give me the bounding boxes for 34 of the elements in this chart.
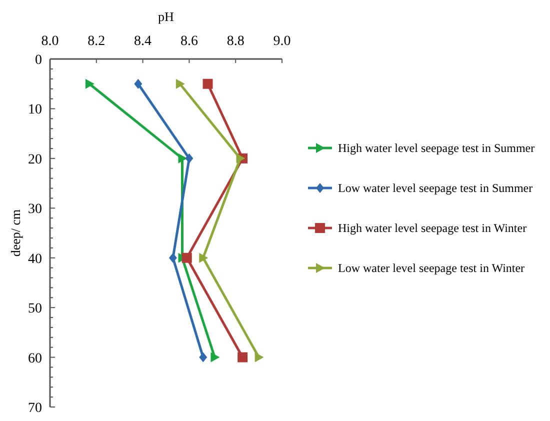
point — [185, 153, 194, 164]
point — [168, 252, 177, 263]
y-tick-label: 60 — [28, 351, 42, 366]
point — [199, 352, 208, 362]
y-tick-label: 0 — [35, 53, 42, 68]
point — [210, 352, 220, 362]
point — [182, 252, 192, 263]
x-tick-label: 8.2 — [88, 34, 106, 49]
y-tick-label: 50 — [28, 302, 42, 317]
point — [134, 78, 142, 89]
point — [178, 153, 188, 164]
y-tick-label: 30 — [28, 202, 42, 218]
y-tick-label: 10 — [28, 102, 42, 118]
x-tick-label: 8.0 — [41, 34, 59, 49]
point — [199, 252, 208, 263]
point — [202, 78, 213, 89]
x-axis-title: pH — [158, 9, 174, 24]
x-tick-label: 8.6 — [180, 34, 198, 49]
point — [254, 352, 264, 362]
y-axis-title: deep/ cm — [8, 209, 23, 257]
y-tick-label: 70 — [28, 401, 42, 416]
x-tick-label: 8.4 — [134, 34, 152, 49]
legend-label: High water level seepage test in Summer — [338, 141, 535, 155]
y-tick-label: 20 — [28, 152, 42, 168]
x-tick-label: 8.8 — [226, 34, 244, 49]
y-tick-label: 40 — [28, 252, 42, 267]
point — [176, 78, 185, 89]
legend-label: Low water level seepage test in Summer — [338, 181, 533, 195]
x-tick-label: 9.0 — [273, 34, 291, 49]
point — [85, 78, 94, 89]
legend-label: High water level seepage test in Winter — [338, 221, 527, 235]
legend-label: Low water level seepage test in Winter — [338, 261, 525, 275]
point — [236, 153, 246, 164]
point — [238, 352, 248, 362]
